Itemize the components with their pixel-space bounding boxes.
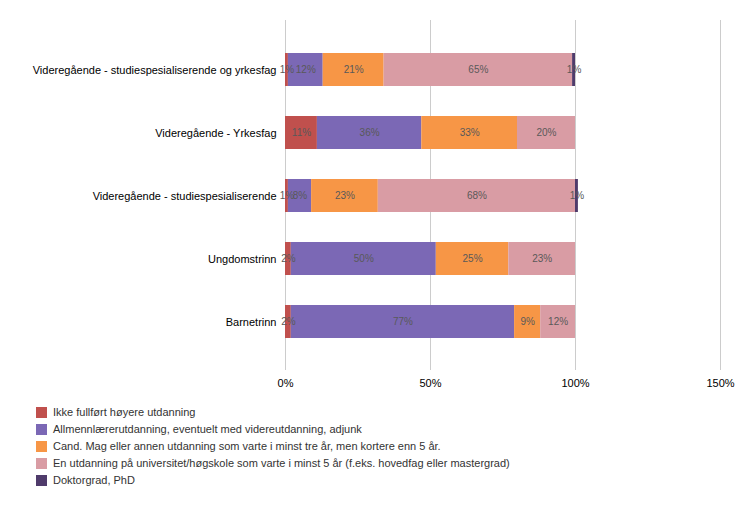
- svg-text:1%: 1%: [279, 190, 295, 202]
- svg-text:21%: 21%: [344, 64, 364, 75]
- svg-text:25%: 25%: [463, 253, 483, 264]
- svg-text:Barnetrinn: Barnetrinn: [226, 316, 277, 328]
- html-text:Doktorgrad, PhD: Doktorgrad, PhD: [53, 474, 135, 486]
- svg-text:12%: 12%: [296, 64, 316, 75]
- svg-text:0%: 0%: [278, 377, 294, 389]
- svg-text:9%: 9%: [520, 316, 535, 327]
- svg-text:1%: 1%: [280, 64, 295, 75]
- html-text:En utdanning på universitet/hø: En utdanning på universitet/høgskole som…: [53, 457, 510, 469]
- svg-text:Videregående - studiespesialis: Videregående - studiespesialiserende og …: [33, 64, 277, 76]
- svg-text:50%: 50%: [419, 377, 441, 389]
- svg-text:23%: 23%: [335, 190, 355, 201]
- svg-text:77%: 77%: [393, 316, 413, 327]
- svg-text:12%: 12%: [548, 316, 568, 327]
- svg-text:36%: 36%: [360, 127, 380, 138]
- svg-text:150%: 150%: [706, 377, 734, 389]
- svg-text:Videregående - Yrkesfag: Videregående - Yrkesfag: [155, 127, 276, 139]
- svg-text:11%: 11%: [292, 127, 311, 138]
- svg-text:1%: 1%: [570, 190, 585, 201]
- svg-text:68%: 68%: [467, 190, 487, 201]
- svg-text:2%: 2%: [281, 253, 296, 264]
- svg-text:8%: 8%: [293, 190, 308, 201]
- svg-text:23%: 23%: [532, 253, 552, 264]
- svg-text:Ungdomstrinn: Ungdomstrinn: [208, 253, 276, 265]
- svg-text:33%: 33%: [460, 127, 480, 138]
- html-text:Ikke fullført høyere utdanning: Ikke fullført høyere utdanning: [53, 406, 196, 418]
- svg-text:Videregående - studiespesialis: Videregående - studiespesialiserende: [93, 190, 277, 202]
- svg-text:20%: 20%: [536, 127, 556, 138]
- svg-text:65%: 65%: [468, 64, 488, 75]
- html-text:Cand. Mag eller annen utdannin: Cand. Mag eller annen utdanning som vart…: [53, 440, 441, 452]
- html-text:Allmennlærerutdanning, eventue: Allmennlærerutdanning, eventuelt med vid…: [53, 423, 362, 435]
- svg-text:2%: 2%: [281, 316, 296, 327]
- svg-text:100%: 100%: [561, 377, 589, 389]
- svg-text:50%: 50%: [354, 253, 374, 264]
- svg-text:1%: 1%: [567, 64, 582, 75]
